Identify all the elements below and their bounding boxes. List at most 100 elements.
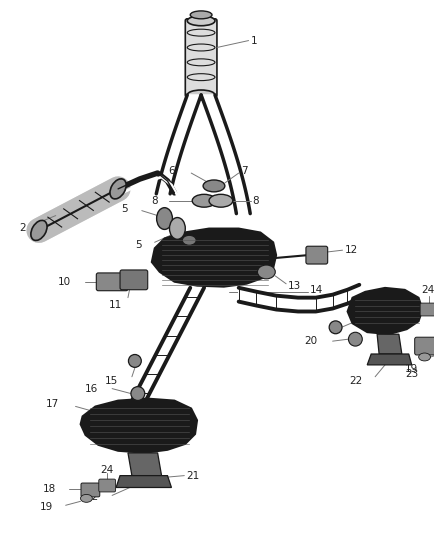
- Polygon shape: [118, 425, 133, 428]
- Polygon shape: [222, 154, 236, 155]
- Polygon shape: [186, 96, 201, 98]
- FancyBboxPatch shape: [96, 273, 128, 290]
- Polygon shape: [180, 306, 195, 309]
- Polygon shape: [145, 374, 160, 376]
- Polygon shape: [236, 212, 250, 214]
- Polygon shape: [161, 342, 176, 345]
- Polygon shape: [219, 147, 234, 149]
- Polygon shape: [114, 433, 129, 436]
- Polygon shape: [161, 172, 176, 174]
- Ellipse shape: [157, 208, 173, 229]
- Polygon shape: [147, 368, 162, 371]
- Polygon shape: [163, 337, 179, 340]
- Ellipse shape: [128, 354, 141, 367]
- Ellipse shape: [187, 16, 215, 26]
- Polygon shape: [229, 180, 244, 181]
- Text: 15: 15: [105, 376, 118, 386]
- Polygon shape: [220, 149, 235, 151]
- Polygon shape: [113, 436, 127, 439]
- Polygon shape: [217, 139, 231, 141]
- Polygon shape: [181, 110, 196, 112]
- Text: 11: 11: [109, 300, 122, 310]
- Polygon shape: [180, 115, 194, 117]
- Polygon shape: [137, 389, 152, 392]
- Polygon shape: [172, 137, 187, 139]
- Polygon shape: [179, 117, 193, 118]
- Polygon shape: [168, 149, 183, 150]
- Polygon shape: [117, 428, 132, 431]
- Polygon shape: [164, 164, 178, 165]
- Polygon shape: [128, 453, 162, 475]
- Polygon shape: [231, 188, 245, 189]
- Polygon shape: [120, 420, 136, 423]
- Polygon shape: [116, 475, 171, 488]
- Polygon shape: [347, 285, 359, 304]
- Polygon shape: [177, 122, 191, 124]
- Polygon shape: [175, 128, 189, 130]
- Polygon shape: [171, 321, 187, 324]
- Polygon shape: [162, 168, 177, 171]
- Polygon shape: [122, 418, 137, 420]
- Polygon shape: [164, 162, 178, 164]
- Polygon shape: [208, 115, 223, 117]
- Text: 22: 22: [349, 376, 362, 386]
- Polygon shape: [133, 397, 148, 399]
- Text: 19: 19: [405, 364, 418, 374]
- Polygon shape: [170, 324, 185, 327]
- Polygon shape: [167, 152, 181, 154]
- Polygon shape: [175, 127, 190, 128]
- Polygon shape: [171, 139, 186, 140]
- Text: 16: 16: [85, 384, 98, 393]
- Ellipse shape: [258, 265, 275, 279]
- Polygon shape: [367, 354, 412, 365]
- Polygon shape: [218, 141, 232, 143]
- Text: 20: 20: [305, 336, 318, 346]
- FancyBboxPatch shape: [99, 479, 116, 492]
- Text: 1: 1: [251, 36, 257, 45]
- Text: 8: 8: [151, 196, 158, 206]
- Polygon shape: [124, 413, 140, 415]
- Polygon shape: [205, 105, 219, 107]
- Text: 6: 6: [168, 166, 174, 176]
- Text: 14: 14: [310, 285, 323, 295]
- Ellipse shape: [110, 179, 126, 199]
- Polygon shape: [189, 288, 204, 290]
- Polygon shape: [162, 171, 176, 172]
- Polygon shape: [233, 196, 247, 198]
- Polygon shape: [159, 179, 174, 180]
- Polygon shape: [156, 192, 170, 194]
- Polygon shape: [150, 363, 165, 366]
- Ellipse shape: [187, 90, 215, 100]
- Polygon shape: [160, 177, 174, 179]
- Polygon shape: [235, 207, 250, 209]
- Polygon shape: [230, 181, 244, 183]
- Polygon shape: [177, 124, 191, 125]
- Polygon shape: [138, 386, 153, 389]
- Polygon shape: [183, 105, 198, 107]
- Polygon shape: [157, 350, 172, 353]
- Polygon shape: [221, 151, 235, 154]
- Polygon shape: [223, 159, 238, 161]
- Polygon shape: [234, 199, 248, 201]
- Polygon shape: [160, 175, 175, 177]
- Polygon shape: [229, 177, 243, 180]
- Polygon shape: [185, 100, 199, 102]
- Polygon shape: [208, 113, 223, 115]
- Polygon shape: [178, 309, 193, 311]
- Polygon shape: [213, 127, 227, 129]
- Text: 8: 8: [253, 196, 259, 206]
- Polygon shape: [168, 150, 182, 152]
- Polygon shape: [215, 133, 230, 135]
- Polygon shape: [119, 423, 134, 425]
- Text: 19: 19: [39, 502, 53, 512]
- Polygon shape: [166, 154, 181, 155]
- Polygon shape: [183, 107, 197, 108]
- Polygon shape: [178, 118, 193, 120]
- Text: 12: 12: [345, 245, 358, 255]
- Polygon shape: [182, 301, 198, 303]
- Polygon shape: [227, 172, 241, 173]
- Polygon shape: [233, 198, 247, 199]
- Polygon shape: [155, 353, 170, 356]
- Polygon shape: [81, 399, 197, 453]
- Text: 23: 23: [405, 369, 418, 379]
